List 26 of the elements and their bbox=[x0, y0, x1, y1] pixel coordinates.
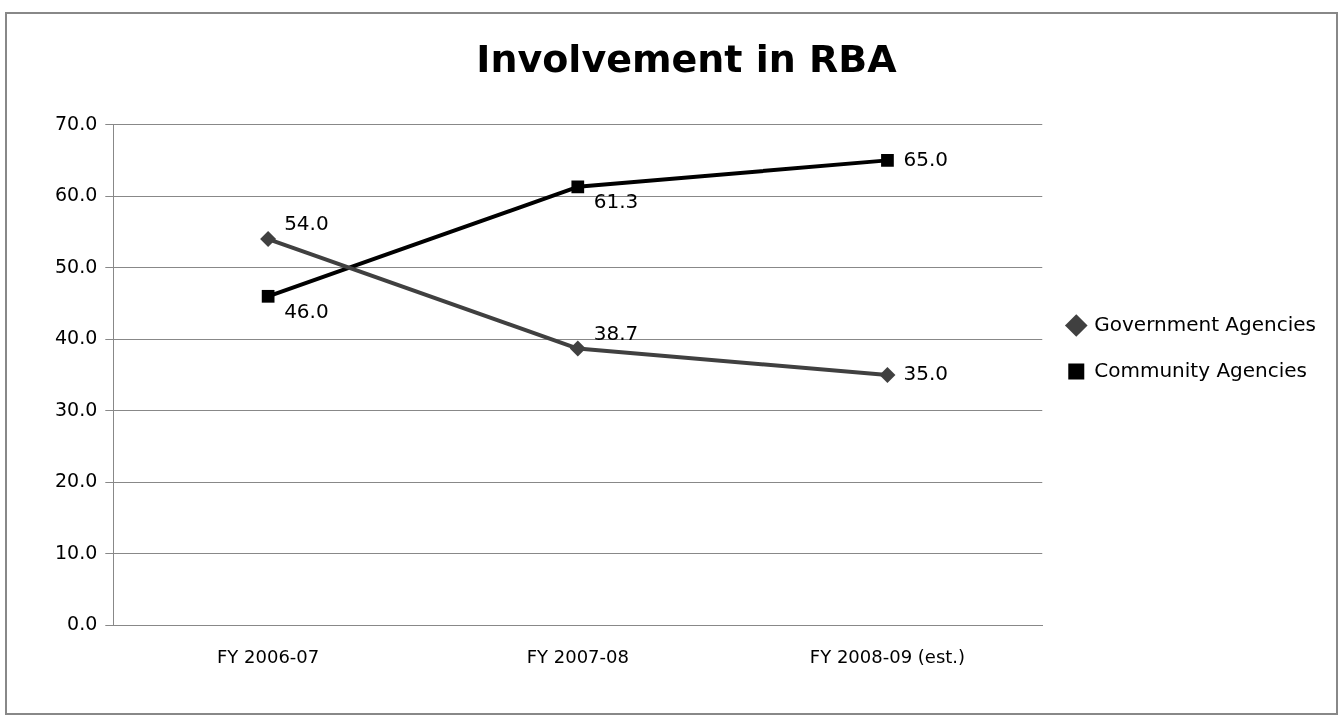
data-label: 54.0 bbox=[284, 211, 329, 236]
point bbox=[571, 180, 585, 194]
data-label: 46.0 bbox=[284, 298, 329, 323]
y-tick-label: 60.0 bbox=[54, 183, 98, 206]
y-tick-label: 50.0 bbox=[54, 254, 98, 277]
point bbox=[879, 367, 896, 383]
data-label: 35.0 bbox=[903, 361, 948, 386]
point bbox=[260, 231, 277, 248]
x-tick-label: FY 2006-07 bbox=[216, 645, 320, 667]
legend-label: Community Agencies bbox=[1094, 357, 1308, 382]
point bbox=[881, 154, 894, 167]
data-label: 38.7 bbox=[593, 320, 639, 345]
x-tick-label: FY 2008-09 (est.) bbox=[809, 645, 966, 667]
data-label: 61.3 bbox=[593, 189, 639, 214]
chart-title: Involvement in RBA bbox=[476, 36, 898, 81]
y-tick-label: 0.0 bbox=[67, 612, 98, 635]
y-tick-label: 40.0 bbox=[54, 326, 98, 349]
y-tick-label: 30.0 bbox=[54, 397, 98, 420]
y-tick-label: 70.0 bbox=[54, 111, 98, 134]
legend-label: Government Agencies bbox=[1094, 311, 1316, 336]
data-label: 65.0 bbox=[903, 146, 948, 171]
x-tick-label: FY 2007-08 bbox=[526, 645, 629, 667]
point bbox=[569, 340, 586, 357]
y-tick-label: 10.0 bbox=[54, 540, 98, 563]
y-tick-label: 20.0 bbox=[54, 469, 98, 492]
point bbox=[261, 289, 275, 303]
